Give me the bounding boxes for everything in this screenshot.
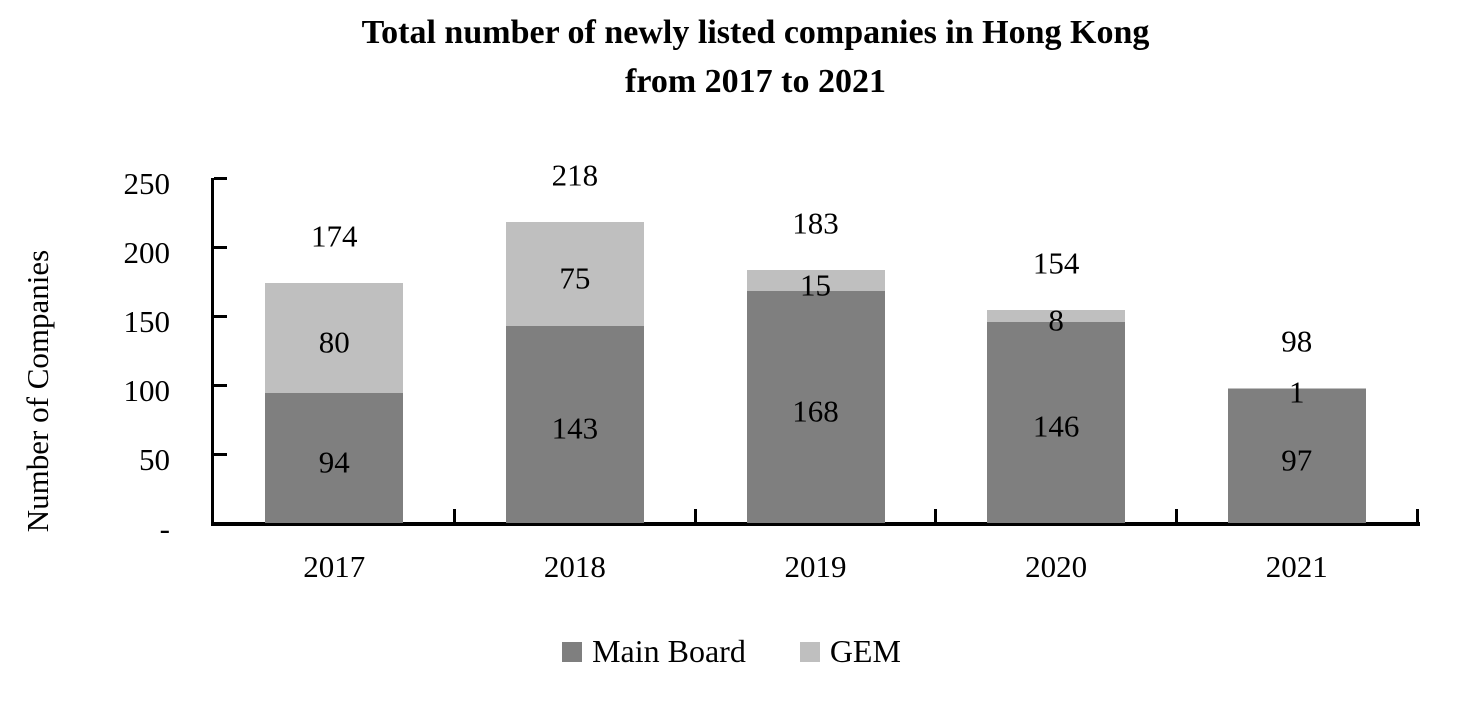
x-tick-label-2020: 2020 xyxy=(1025,549,1088,584)
bar-segment-gem-2020 xyxy=(987,310,1126,322)
y-tick-200 xyxy=(214,245,227,249)
bar-label-main-board-2018: 143 xyxy=(551,410,599,446)
bar-label-main-board-2020: 146 xyxy=(1032,408,1080,444)
total-label-2021: 98 xyxy=(1281,323,1313,359)
x-tick-4 xyxy=(1174,509,1178,523)
bar-segment-gem-2017 xyxy=(265,282,404,394)
bar-segment-gem-2018 xyxy=(505,222,644,326)
y-axis-title: Number of Companies xyxy=(20,249,55,533)
x-tick-label-2021: 2021 xyxy=(1265,549,1328,584)
legend-label-main-board: Main Board xyxy=(592,633,746,669)
y-tick-150 xyxy=(214,314,227,318)
legend-item-gem: GEM xyxy=(799,633,901,670)
total-label-2019: 183 xyxy=(792,205,839,241)
legend-item-main-board: Main Board xyxy=(562,633,746,670)
y-tick-label-100: 100 xyxy=(123,373,171,408)
x-tick-label-2019: 2019 xyxy=(784,549,847,584)
x-tick-label-2017: 2017 xyxy=(303,549,366,584)
x-tick-label-2018: 2018 xyxy=(543,549,606,584)
chart-title-line1: Total number of newly listed companies i… xyxy=(361,14,1150,51)
y-tick-label-250: 250 xyxy=(123,166,171,201)
y-tick-label-0: - xyxy=(159,511,170,546)
legend: Main Board GEM xyxy=(0,633,1463,670)
x-tick-1 xyxy=(453,509,457,523)
x-tick-3 xyxy=(934,509,938,523)
y-axis-line xyxy=(211,178,214,526)
total-label-2018: 218 xyxy=(551,157,599,193)
bar-segment-main-board-2021 xyxy=(1227,389,1366,523)
x-tick-5 xyxy=(1415,509,1419,523)
bar-label-gem-2018: 75 xyxy=(559,260,591,296)
y-tick-label-200: 200 xyxy=(123,235,171,270)
x-axis-line xyxy=(211,522,1420,526)
bar-label-gem-2017: 80 xyxy=(318,324,350,360)
y-tick-50 xyxy=(214,452,227,456)
legend-swatch-gem xyxy=(799,641,820,662)
y-tick-100 xyxy=(214,383,227,387)
bar-label-main-board-2017: 94 xyxy=(318,444,350,480)
y-tick-label-50: 50 xyxy=(139,442,170,477)
x-tick-2 xyxy=(693,509,697,523)
y-tick-250 xyxy=(214,176,227,180)
bar-segment-main-board-2019 xyxy=(746,291,885,523)
bar-label-gem-2020: 8 xyxy=(1048,302,1064,338)
legend-swatch-main-board xyxy=(562,641,583,662)
chart-title: Total number of newly listed companies i… xyxy=(0,8,1463,106)
bar-segment-main-board-2020 xyxy=(987,321,1126,523)
bar-label-gem-2019: 15 xyxy=(800,267,831,303)
bar-label-main-board-2021: 97 xyxy=(1281,442,1313,478)
bar-segment-main-board-2017 xyxy=(265,393,404,523)
total-label-2020: 154 xyxy=(1032,245,1080,281)
bar-segment-main-board-2018 xyxy=(505,325,644,523)
bar-segment-gem-2021 xyxy=(1227,387,1366,390)
y-tick-label-150: 150 xyxy=(123,304,171,339)
bar-label-main-board-2019: 168 xyxy=(792,393,839,429)
bar-segment-gem-2019 xyxy=(746,270,885,292)
total-label-2017: 174 xyxy=(311,218,358,254)
legend-label-gem: GEM xyxy=(829,633,901,669)
chart-title-line2: from 2017 to 2021 xyxy=(625,63,886,100)
bar-label-gem-2021: 1 xyxy=(1288,374,1305,410)
